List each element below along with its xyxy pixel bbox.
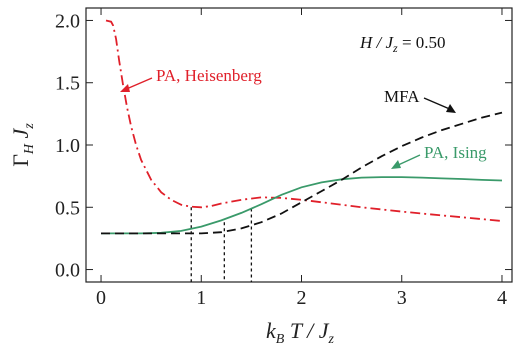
arrow-pa-ising <box>395 154 421 167</box>
annotation-mfa: MFA <box>384 87 420 106</box>
param-annotation: H / Jz = 0.50 <box>359 33 446 55</box>
y-tick-label: 1.0 <box>55 135 80 157</box>
drop-lines <box>190 207 253 282</box>
annotation-pa-ising: PA, Ising <box>424 143 487 162</box>
x-tick-label: 1 <box>196 287 206 309</box>
ticks: 0 1 2 3 4 0.0 0.5 1.0 1.5 2.0 <box>55 8 512 309</box>
x-tick-label: 0 <box>96 287 106 309</box>
arrowhead-pa-ising <box>391 160 401 169</box>
x-axis-label: kB T / Jz <box>266 318 335 347</box>
arrowhead-mfa <box>446 104 456 113</box>
x-tick-label: 4 <box>497 287 507 309</box>
y-tick-label: 2.0 <box>55 10 80 32</box>
y-axis-label: ΓH Jz <box>8 123 37 167</box>
y-tick-label: 1.5 <box>55 73 80 95</box>
x-tick-label: 3 <box>397 287 407 309</box>
series-lines <box>101 19 503 235</box>
series-line-pa-heisenberg <box>105 19 503 222</box>
arrowhead-pa-heisenberg <box>120 84 130 92</box>
series-line-pa-ising <box>101 176 503 235</box>
annotation-pa-heisenberg: PA, Heisenberg <box>156 66 262 85</box>
arrow-mfa <box>423 97 453 111</box>
y-tick-label: 0.0 <box>55 260 80 282</box>
x-tick-label: 2 <box>297 287 307 309</box>
series-line-mfa <box>101 111 503 235</box>
y-tick-label: 0.5 <box>55 197 80 219</box>
